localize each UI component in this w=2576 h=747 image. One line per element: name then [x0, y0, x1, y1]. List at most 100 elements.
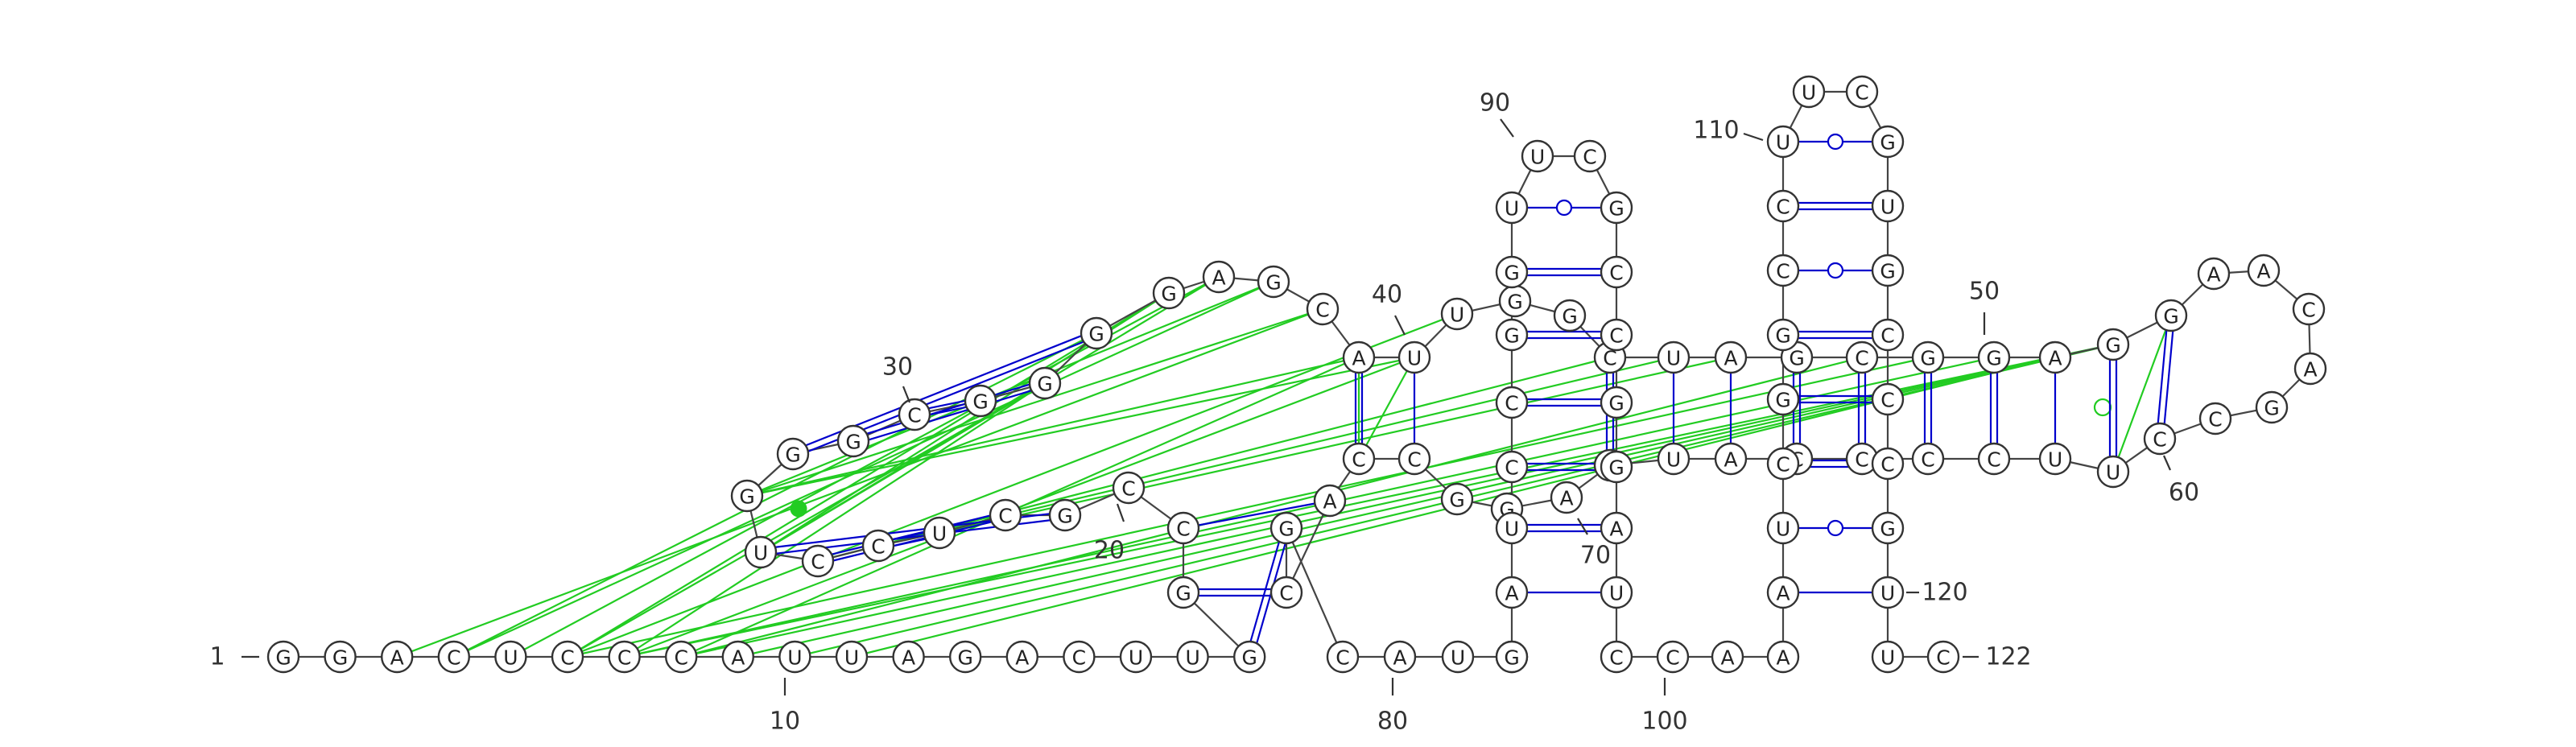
- nucleotide-letter: G: [1880, 131, 1895, 155]
- tertiary-interaction-line: [746, 356, 1415, 497]
- nucleotide-circle: [721, 640, 754, 674]
- nucleotide-circle: [1845, 340, 1879, 374]
- nucleotide-circle: [1871, 382, 1905, 416]
- position-label: 90: [1480, 89, 1514, 138]
- nucleotide-circle: [437, 640, 470, 674]
- nucleotide-letter: U: [2048, 448, 2062, 472]
- base-pair-line: [894, 538, 926, 547]
- nucleotide: C: [1166, 511, 1200, 545]
- nucleotide-circle: [1063, 640, 1096, 674]
- nucleotide-circle: [1714, 340, 1748, 374]
- position-label: 60: [2162, 455, 2199, 507]
- nucleotide-circle: [266, 640, 300, 674]
- nucleotide-letter: C: [1603, 347, 1616, 370]
- position-label: 20: [1094, 503, 1125, 565]
- nucleotide-circle: [1313, 484, 1347, 518]
- nucleotide: U: [1119, 640, 1153, 674]
- nucleotide-letter: U: [1776, 131, 1790, 155]
- nucleotide: A: [2197, 257, 2231, 291]
- nucleotide-letter: U: [1666, 347, 1681, 370]
- nucleotide-letter: G: [1504, 262, 1519, 285]
- nucleotide-letter: C: [1279, 582, 1293, 605]
- nucleotide: C: [1911, 442, 1945, 476]
- nucleotide-circle: [778, 640, 811, 674]
- nucleotide-letter: C: [1609, 262, 1623, 285]
- wobble-pair-marker: [1827, 262, 1844, 279]
- nucleotide-letter: C: [674, 646, 687, 670]
- nucleotide-circle: [608, 640, 641, 674]
- nucleotide: U: [835, 640, 869, 674]
- position-number: 30: [882, 353, 913, 382]
- nucleotide: C: [801, 544, 835, 578]
- nucleotide-letter: U: [844, 646, 859, 670]
- nucleotide: C: [551, 640, 584, 674]
- nucleotide-letter: C: [1121, 477, 1135, 501]
- nucleotide-circle: [1550, 481, 1583, 514]
- nucleotide-letter: U: [1802, 81, 1816, 105]
- wobble-pair-marker: [1827, 519, 1844, 537]
- nucleotide-circle: [1269, 576, 1303, 609]
- wobble-pair-marker: [1827, 133, 1844, 151]
- nucleotide: C: [1063, 640, 1096, 674]
- nucleotide-letter: U: [503, 646, 518, 670]
- tertiary-interaction-line: [396, 307, 1323, 658]
- nucleotide-letter: G: [1504, 646, 1519, 670]
- nucleotide-circle: [1573, 139, 1607, 173]
- nucleotide: C: [665, 640, 698, 674]
- nucleotide-letter: G: [1608, 392, 1624, 415]
- nucleotide: A: [1383, 640, 1417, 674]
- nucleotide-letter: U: [1880, 646, 1895, 670]
- nucleotide: U: [744, 535, 778, 569]
- nucleotide: A: [892, 640, 925, 674]
- nucleotide-circle: [1926, 640, 1960, 674]
- nucleotide-circle: [861, 529, 895, 563]
- position-label: 70: [1577, 518, 1611, 570]
- nucleotide-circle: [2247, 254, 2281, 287]
- nucleotide-letter: A: [1776, 646, 1790, 670]
- nucleotide-letter: A: [1212, 266, 1225, 290]
- nucleotide: G: [324, 640, 357, 674]
- nucleotide-circle: [1845, 75, 1879, 109]
- nucleotide-letter: G: [1088, 323, 1104, 346]
- nucleotide-letter: A: [2048, 347, 2062, 370]
- nucleotide-circle: [551, 640, 584, 674]
- nucleotide-circle: [381, 640, 414, 674]
- position-number: 70: [1580, 542, 1611, 570]
- nucleotide: G: [1766, 318, 1800, 352]
- nucleotide: U: [1657, 340, 1690, 374]
- base-pair-line: [1198, 502, 1315, 526]
- backbone-segment: [1286, 500, 1331, 593]
- nucleotide-letter: C: [811, 551, 824, 574]
- position-label: 80: [1377, 678, 1408, 736]
- nucleotide: G: [1080, 316, 1113, 350]
- position-tick: [1500, 118, 1514, 138]
- nucleotide-letter: G: [739, 485, 754, 509]
- nucleotide: C: [1600, 640, 1633, 674]
- nucleotide: C: [1845, 442, 1879, 476]
- position-number: 100: [1641, 708, 1687, 736]
- nucleotide-circle: [1495, 450, 1529, 484]
- nucleotide: G: [1166, 576, 1200, 609]
- nucleotide-letter: G: [1507, 291, 1522, 314]
- nucleotide-circle: [1600, 511, 1633, 545]
- nucleotide-letter: C: [1352, 448, 1365, 472]
- nucleotide-circle: [1397, 340, 1431, 374]
- nucleotide-circle: [1202, 260, 1236, 294]
- base-pair-line: [892, 531, 924, 541]
- nucleotide-circle: [1005, 640, 1039, 674]
- nucleotide-letter: C: [2153, 428, 2166, 452]
- nucleotide: A: [1711, 640, 1744, 674]
- nucleotide-circle: [1657, 340, 1690, 374]
- nucleotide-letter: U: [1185, 646, 1199, 670]
- nucleotide-letter: C: [1505, 392, 1518, 415]
- position-number: 110: [1693, 117, 1739, 145]
- position-number: 90: [1480, 89, 1510, 118]
- nucleotide-circle: [1397, 442, 1431, 476]
- position-tick: [1743, 132, 1764, 142]
- position-label: 50: [1969, 278, 2000, 335]
- nucleotide: A: [1342, 340, 1376, 374]
- nucleotide-letter: A: [2303, 358, 2317, 382]
- position-label: 120: [1906, 579, 1968, 607]
